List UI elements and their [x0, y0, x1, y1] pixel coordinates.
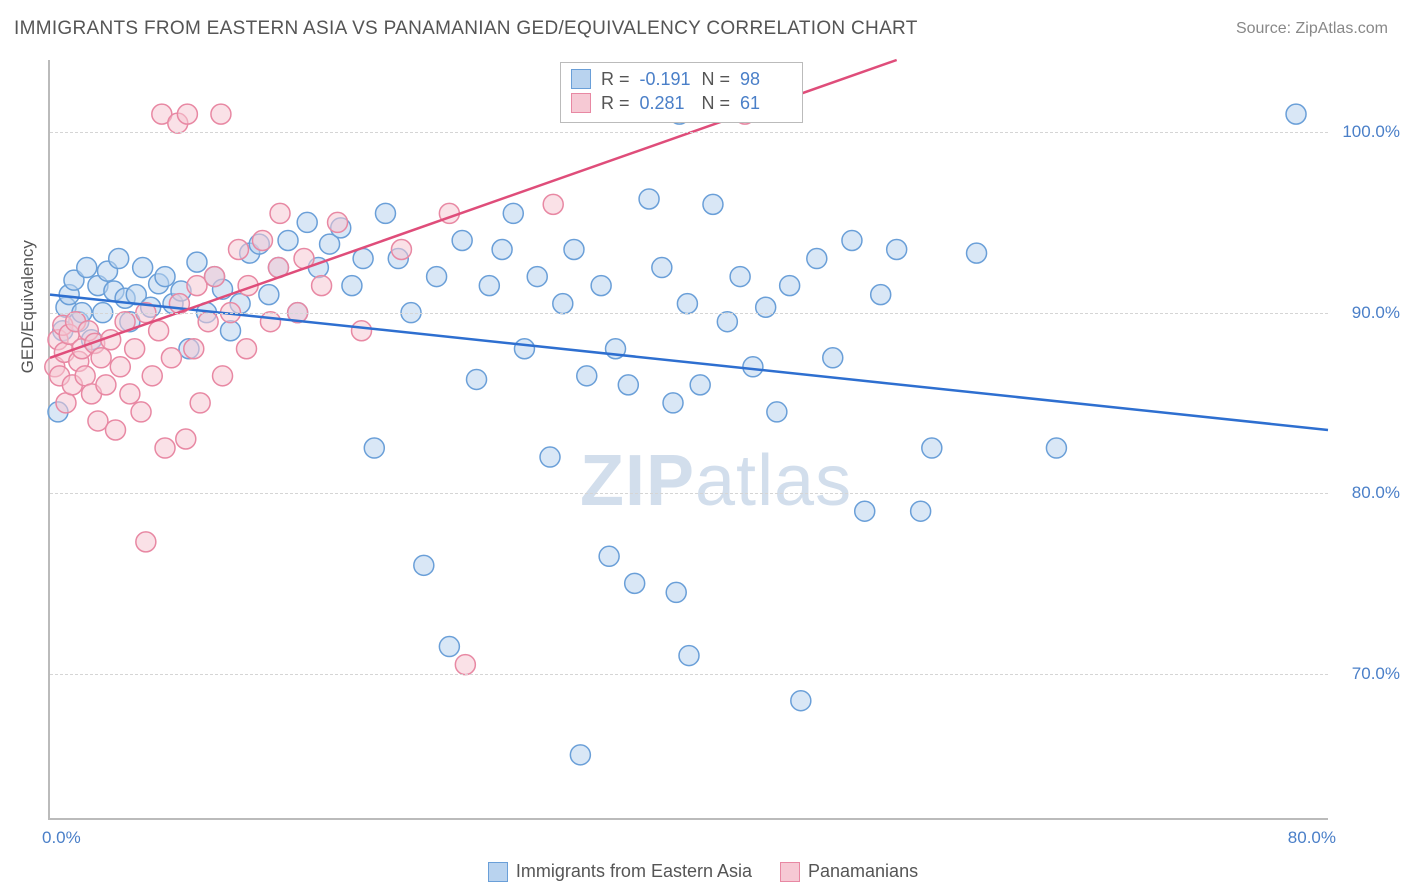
n-value-series-1: 98 [740, 67, 792, 91]
y-tick-label: 90.0% [1352, 303, 1400, 323]
gridline-h [50, 313, 1328, 314]
swatch-series-2 [571, 93, 591, 113]
gridline-h [50, 132, 1328, 133]
y-tick-label: 70.0% [1352, 664, 1400, 684]
n-label: N = [702, 91, 731, 115]
y-tick-label: 100.0% [1342, 122, 1400, 142]
x-tick-label: 0.0% [42, 828, 81, 848]
gridline-h [50, 674, 1328, 675]
gridline-h [50, 493, 1328, 494]
n-value-series-2: 61 [740, 91, 792, 115]
legend-item-series-1: Immigrants from Eastern Asia [488, 861, 752, 882]
swatch-series-1-icon [488, 862, 508, 882]
y-axis-label: GED/Equivalency [18, 240, 38, 373]
swatch-series-2-icon [780, 862, 800, 882]
trendline-eastern_asia [50, 295, 1328, 430]
r-label: R = [601, 91, 630, 115]
bottom-legend: Immigrants from Eastern Asia Panamanians [0, 861, 1406, 882]
stats-row-series-2: R = 0.281 N = 61 [571, 91, 792, 115]
y-tick-label: 80.0% [1352, 483, 1400, 503]
r-value-series-2: 0.281 [640, 91, 692, 115]
source-attribution: Source: ZipAtlas.com [1236, 20, 1388, 38]
stats-row-series-1: R = -0.191 N = 98 [571, 67, 792, 91]
correlation-legend: R = -0.191 N = 98 R = 0.281 N = 61 [560, 62, 803, 123]
trendline-layer [50, 60, 1328, 818]
legend-label-series-2: Panamanians [808, 861, 918, 882]
legend-label-series-1: Immigrants from Eastern Asia [516, 861, 752, 882]
r-label: R = [601, 67, 630, 91]
x-tick-label: 80.0% [1288, 828, 1336, 848]
plot-area: ZIPatlas R = -0.191 N = 98 R = 0.281 N =… [48, 60, 1328, 820]
n-label: N = [702, 67, 731, 91]
legend-item-series-2: Panamanians [780, 861, 918, 882]
chart-container: IMMIGRANTS FROM EASTERN ASIA VS PANAMANI… [0, 0, 1406, 892]
chart-title: IMMIGRANTS FROM EASTERN ASIA VS PANAMANI… [14, 18, 918, 40]
swatch-series-1 [571, 69, 591, 89]
r-value-series-1: -0.191 [640, 67, 692, 91]
